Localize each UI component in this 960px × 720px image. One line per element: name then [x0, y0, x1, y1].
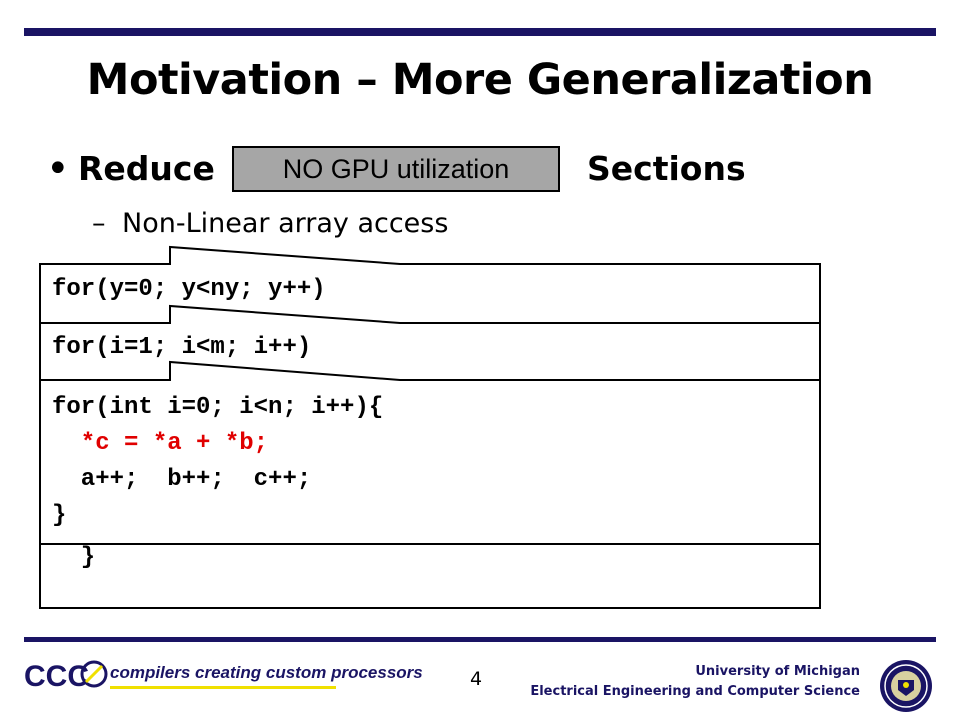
code-box-2-line-1: for(i=1; i<m; i++) — [52, 334, 312, 361]
department-name: Electrical Engineering and Computer Scie… — [530, 684, 860, 699]
code-box-1-line-1: for(y=0; y<ny; y++) — [52, 276, 326, 303]
bullet-marker: • — [46, 146, 70, 192]
sub-bullet-text: Non-Linear array access — [122, 208, 449, 239]
bottom-rule — [24, 637, 936, 642]
bullet-item: • Reduce NO GPU utilization Sections — [46, 146, 926, 192]
page-number: 4 — [470, 668, 483, 690]
footer-logo-tagline: compilers creating custom processors — [110, 663, 423, 682]
code-box-3-line-2: *c = *a + *b; — [52, 430, 269, 457]
code-box-3-line-4: } — [52, 502, 67, 529]
footer-logo-underline — [110, 686, 336, 689]
bullet-word-reduce: Reduce — [78, 149, 215, 188]
code-box-3-line-3: a++; b++; c++; — [52, 466, 312, 493]
code-callout-3 — [39, 360, 821, 545]
no-gpu-utilization-box: NO GPU utilization — [232, 146, 560, 192]
ccc-logo-text: CCC — [24, 660, 89, 693]
sub-bullet-item: – Non-Linear array access — [92, 204, 448, 244]
ccc-logo: CCC — [24, 660, 108, 693]
ccc-logo-hammer — [84, 664, 104, 684]
top-rule — [24, 28, 936, 36]
university-name: University of Michigan — [695, 664, 860, 679]
ccc-logo-emblem — [80, 660, 108, 688]
university-seal-icon — [880, 660, 932, 712]
code-box-2-closing-brace: } — [52, 544, 96, 571]
bullet-word-sections: Sections — [587, 149, 746, 188]
sub-bullet-marker: – — [92, 208, 106, 239]
code-box-3-line-1: for(int i=0; i<n; i++){ — [52, 394, 384, 421]
slide-title: Motivation – More Generalization — [86, 55, 874, 105]
